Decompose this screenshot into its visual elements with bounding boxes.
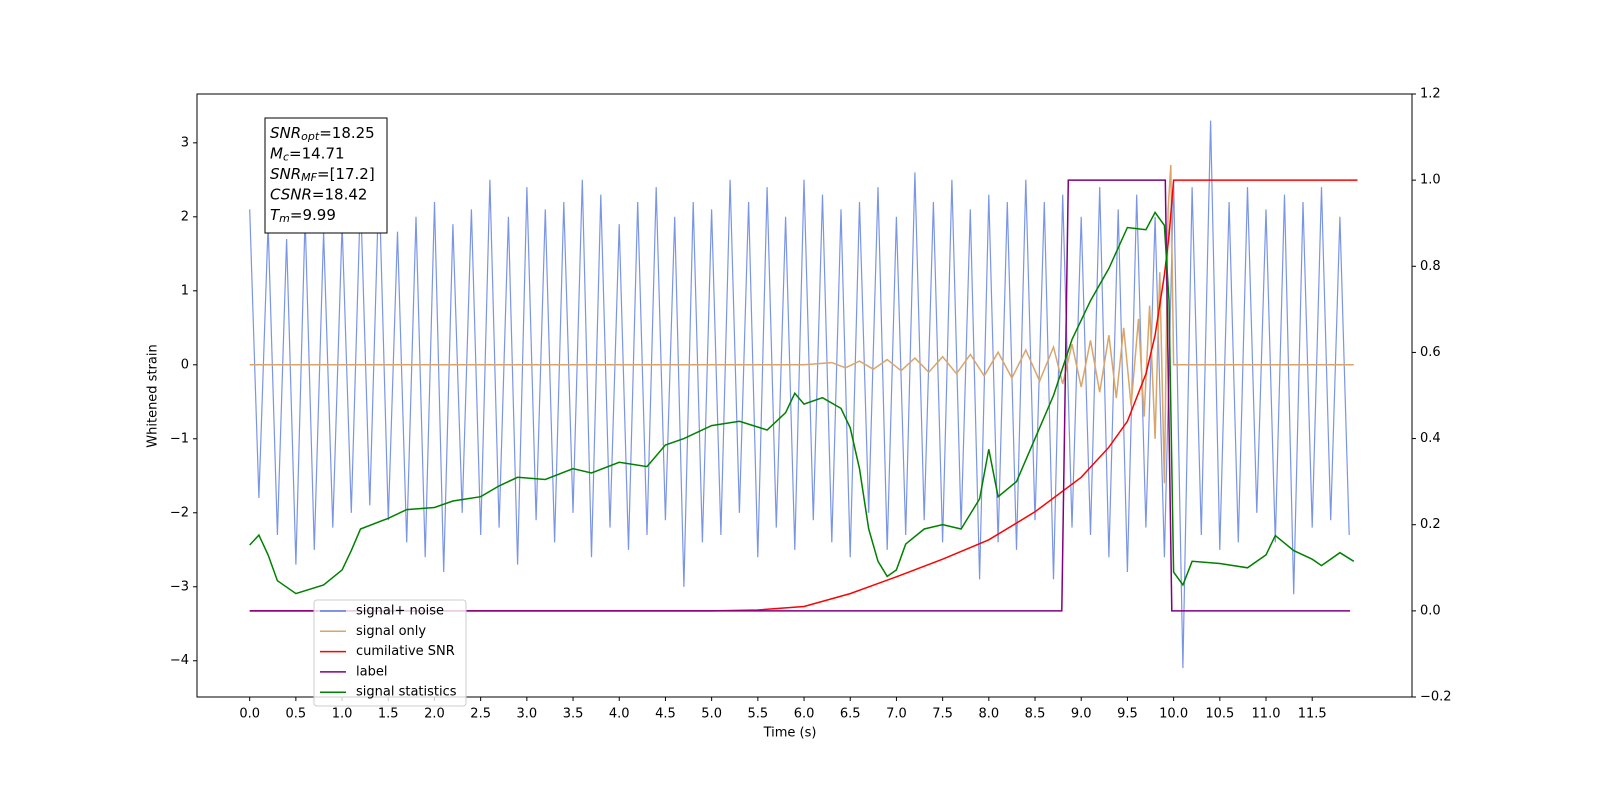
y-tick-label: 1 — [181, 283, 189, 298]
y2-tick-label: 0.8 — [1420, 259, 1441, 274]
y-tick-label: 2 — [181, 209, 189, 224]
x-tick-label: 9.0 — [1071, 707, 1092, 722]
y2-tick-label: 1.2 — [1420, 87, 1441, 102]
y-axis-label: Whitened strain — [146, 344, 161, 447]
x-tick-label: 7.5 — [932, 707, 953, 722]
x-tick-label: 3.5 — [563, 707, 584, 722]
subscript: c — [283, 151, 289, 164]
series-line — [249, 179, 1358, 612]
x-tick-label: 2.0 — [424, 707, 445, 722]
symbol: T — [270, 206, 281, 224]
subscript: opt — [301, 130, 320, 143]
legend-label: cumilative SNR — [356, 644, 455, 659]
x-tick-label: 8.0 — [978, 707, 999, 722]
y2-tick-label: 0.2 — [1420, 517, 1441, 532]
x-tick-label: 6.5 — [840, 707, 861, 722]
annotation-line: SNRopt=18.25 — [270, 124, 375, 144]
x-tick-label: 11.5 — [1298, 707, 1327, 722]
legend-label: signal+ noise — [356, 604, 444, 619]
symbol: M — [270, 144, 283, 162]
symbol: SNR — [270, 124, 301, 142]
legend-label: signal only — [356, 624, 426, 639]
x-tick-label: 2.5 — [470, 707, 491, 722]
symbol: SNR — [270, 165, 301, 183]
annotation-line: Tm=9.99 — [270, 206, 336, 226]
y-tick-label: −1 — [170, 431, 189, 446]
legend-label: label — [356, 664, 387, 679]
y2-tick-label: 1.0 — [1420, 173, 1441, 188]
y-tick-label: −2 — [170, 505, 189, 520]
y-tick-label: 3 — [181, 135, 189, 150]
x-tick-label: 7.0 — [886, 707, 907, 722]
value: =9.99 — [290, 206, 336, 224]
x-tick-label: 10.0 — [1159, 707, 1188, 722]
subscript: MF — [301, 171, 317, 184]
x-tick-label: 1.5 — [378, 707, 399, 722]
annotation-line: CSNR=18.42 — [270, 185, 367, 203]
x-tick-label: 6.0 — [794, 707, 815, 722]
value: =14.71 — [289, 144, 345, 162]
annotation-line: SNRMF=[17.2] — [270, 165, 375, 185]
y2-tick-label: 0.6 — [1420, 345, 1441, 360]
value: =18.42 — [312, 185, 368, 203]
series-line — [249, 179, 1351, 612]
x-tick-label: 5.0 — [701, 707, 722, 722]
x-tick-label: 5.5 — [747, 707, 768, 722]
plot-area — [249, 120, 1358, 669]
x-tick-label: 1.0 — [332, 707, 353, 722]
legend: signal+ noise signal only cumilative SNR la… — [313, 599, 467, 707]
symbol: CSNR — [270, 185, 312, 203]
x-axis-label: Time (s) — [763, 726, 817, 741]
subscript: m — [279, 212, 290, 225]
y2-tick-label: 0.0 — [1420, 603, 1441, 618]
series-line — [249, 210, 1355, 595]
value: =18.25 — [319, 124, 375, 142]
x-tick-label: 11.0 — [1252, 707, 1281, 722]
legend-label: signal statistics — [356, 685, 457, 700]
x-tick-label: 4.5 — [655, 707, 676, 722]
series-line — [249, 164, 1354, 484]
y2-tick-label: −0.2 — [1420, 690, 1452, 705]
x-tick-label: 0.0 — [239, 707, 260, 722]
annotation: SNRopt=18.25Mc=14.71SNRMF=[17.2]CSNR=18.… — [264, 117, 388, 234]
x-tick-label: 8.5 — [1025, 707, 1046, 722]
y-tick-label: −4 — [170, 653, 189, 668]
x-tick-label: 3.0 — [517, 707, 538, 722]
x-tick-label: 9.5 — [1117, 707, 1138, 722]
annotation-line: Mc=14.71 — [270, 144, 345, 164]
y2-tick-label: 0.4 — [1420, 431, 1441, 446]
annotation-box — [264, 117, 388, 234]
y-tick-label: 0 — [181, 357, 189, 372]
y-tick-label: −3 — [170, 579, 189, 594]
value: =[17.2] — [317, 165, 375, 183]
x-tick-label: 10.5 — [1205, 707, 1234, 722]
x-tick-label: 4.0 — [609, 707, 630, 722]
x-tick-label: 0.5 — [286, 707, 307, 722]
legend-box — [313, 599, 467, 707]
